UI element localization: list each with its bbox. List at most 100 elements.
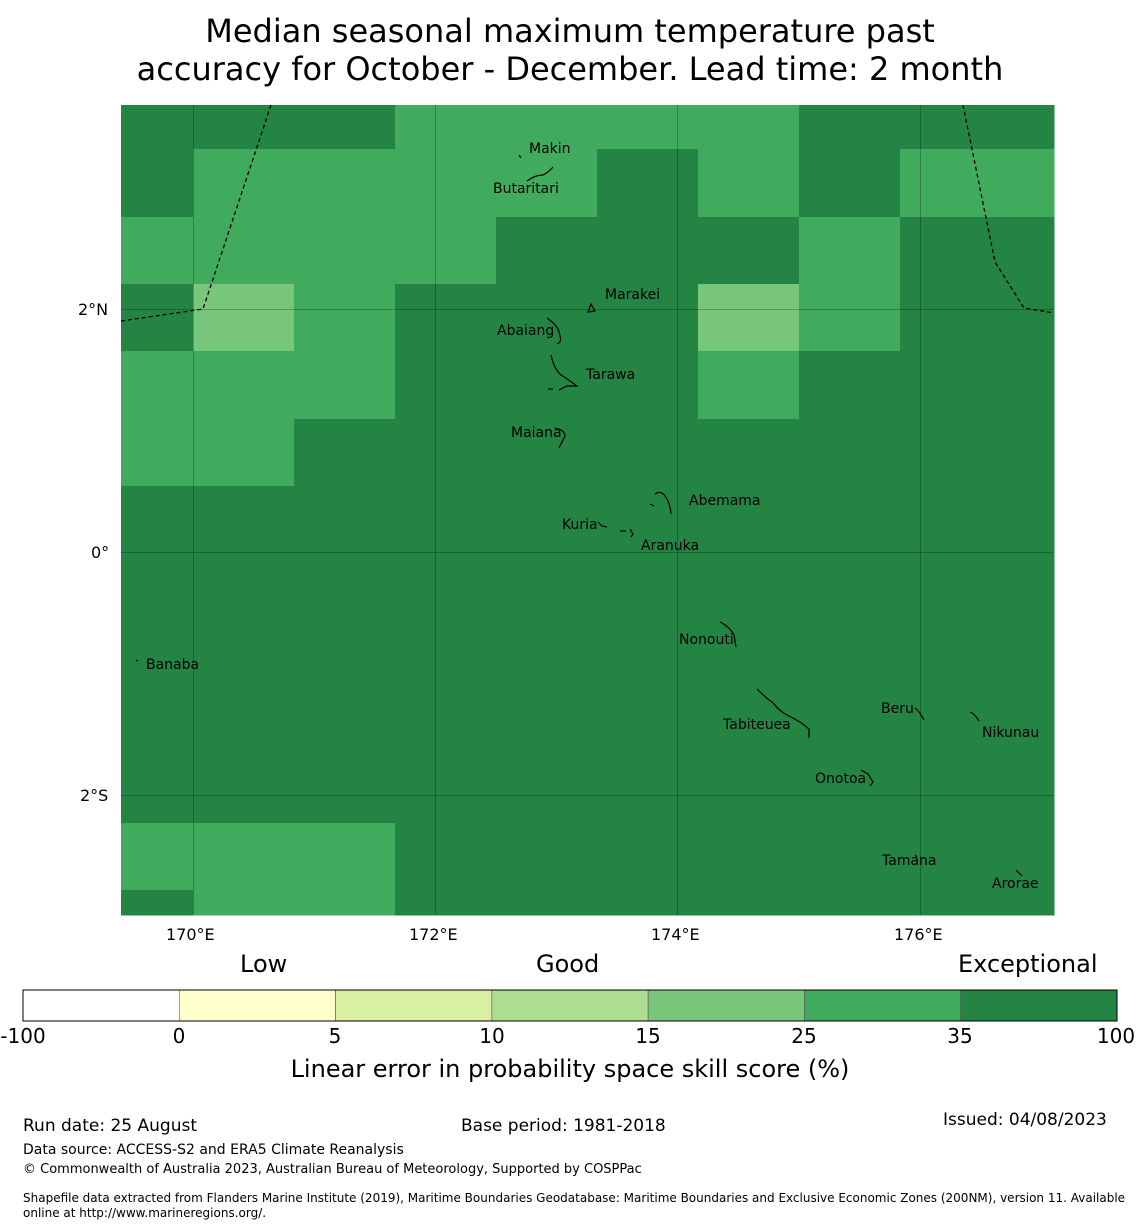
issued-date: Issued: 04/08/2023 bbox=[943, 1110, 1107, 1130]
grid-cell bbox=[193, 756, 295, 824]
grid-cell bbox=[193, 217, 295, 285]
grid-cell bbox=[294, 823, 396, 891]
place-label-arorae: Arorae bbox=[992, 876, 1039, 892]
island-butaritari bbox=[526, 166, 554, 182]
grid-cell bbox=[496, 823, 598, 891]
island-tarawa bbox=[548, 354, 579, 391]
grid-cell bbox=[496, 688, 598, 757]
place-label-onotoa: Onotoa bbox=[815, 771, 867, 787]
grid-cell bbox=[395, 419, 497, 487]
grid-cell bbox=[975, 217, 1055, 285]
grid-cell bbox=[496, 419, 598, 487]
grid-cell bbox=[496, 149, 598, 218]
grid-cell bbox=[597, 217, 699, 285]
grid-cell bbox=[193, 688, 295, 757]
chart-title-line-1: Median seasonal maximum temperature past bbox=[205, 12, 935, 50]
grid-cell bbox=[294, 486, 396, 554]
grid-cell bbox=[294, 149, 396, 218]
grid-cell bbox=[900, 553, 976, 622]
lat-tick-2s: 2°S bbox=[80, 786, 109, 805]
colorbar-segment bbox=[804, 989, 962, 1022]
grid-cell bbox=[799, 553, 901, 622]
grid-cell bbox=[395, 284, 497, 352]
lon-tick-172e: 172°E bbox=[409, 925, 458, 944]
grid-cell bbox=[496, 553, 598, 622]
island-marakei bbox=[587, 302, 596, 313]
grid-cell bbox=[799, 890, 901, 916]
grid-cell bbox=[799, 688, 901, 757]
grid-cell bbox=[597, 486, 699, 554]
grid-cell bbox=[597, 890, 699, 916]
place-label-abaiang: Abaiang bbox=[497, 323, 555, 339]
grid-cell bbox=[395, 149, 497, 218]
grid-cell bbox=[975, 688, 1055, 757]
colorbar bbox=[22, 989, 1118, 1022]
grid-cell bbox=[395, 105, 497, 150]
colorbar-tick-15: 15 bbox=[635, 1024, 661, 1048]
grid-cell bbox=[698, 419, 800, 487]
grid-cell bbox=[496, 284, 598, 352]
grid-cell bbox=[395, 553, 497, 622]
grid-cell bbox=[975, 823, 1055, 891]
run-date: Run date: 25 August bbox=[23, 1116, 197, 1136]
lon-tick-170e: 170°E bbox=[166, 925, 215, 944]
grid-cell bbox=[900, 105, 976, 150]
grid-cell bbox=[597, 823, 699, 891]
grid-cell bbox=[395, 621, 497, 689]
lat-tick-2n: 2°N bbox=[78, 300, 109, 319]
grid-cell bbox=[121, 351, 194, 420]
grid-cell bbox=[294, 351, 396, 420]
grid-cell bbox=[900, 688, 976, 757]
grid-cell bbox=[294, 284, 396, 352]
grid-cell bbox=[496, 621, 598, 689]
colorbar-category-exceptional: Exceptional bbox=[958, 950, 1098, 978]
grid-cell bbox=[496, 351, 598, 420]
grid-cell bbox=[799, 217, 901, 285]
grid-cell bbox=[597, 351, 699, 420]
grid-cell bbox=[294, 217, 396, 285]
grid-cell bbox=[395, 351, 497, 420]
grid-cell bbox=[294, 105, 396, 150]
grid-cell bbox=[193, 621, 295, 689]
place-label-marakei: Marakei bbox=[605, 287, 661, 303]
grid-cell bbox=[121, 486, 194, 554]
grid-cell bbox=[900, 756, 976, 824]
grid-cell bbox=[900, 419, 976, 487]
grid-cell bbox=[121, 105, 194, 150]
grid-cell bbox=[698, 217, 800, 285]
island-nikunau bbox=[969, 711, 980, 722]
place-label-kuria: Kuria bbox=[562, 517, 598, 533]
shapefile-credit-line-1: Shapefile data extracted from Flanders M… bbox=[23, 1191, 1126, 1205]
grid-cell bbox=[698, 621, 800, 689]
grid-cell bbox=[799, 284, 901, 352]
grid-cell bbox=[597, 756, 699, 824]
grid-cell bbox=[900, 486, 976, 554]
grid-cell bbox=[121, 890, 194, 916]
grid-cell bbox=[193, 105, 295, 150]
colorbar-tick-25: 25 bbox=[791, 1024, 817, 1048]
grid-cell bbox=[121, 621, 194, 689]
place-label-banaba: Banaba bbox=[146, 657, 200, 673]
colorbar-segment bbox=[178, 989, 336, 1022]
shapefile-credit-line-2: online at http://www.marineregions.org/. bbox=[23, 1206, 267, 1220]
grid-cell bbox=[294, 688, 396, 757]
colorbar-segment bbox=[647, 989, 805, 1022]
grid-cell bbox=[799, 486, 901, 554]
eez-boundary-west bbox=[120, 104, 272, 322]
colorbar-tick-100: 100 bbox=[1096, 1024, 1136, 1048]
island-onotoa bbox=[860, 769, 874, 787]
grid-cell bbox=[294, 553, 396, 622]
grid-cell bbox=[698, 823, 800, 891]
island-tamana bbox=[914, 854, 918, 858]
grid-cell bbox=[395, 217, 497, 285]
grid-cell bbox=[294, 419, 396, 487]
grid-cell bbox=[496, 890, 598, 916]
place-label-nonouti: Nonouti bbox=[679, 632, 734, 648]
grid-cell bbox=[121, 756, 194, 824]
grid-cell bbox=[799, 149, 901, 218]
grid-cell bbox=[799, 105, 901, 150]
grid-cell bbox=[597, 149, 699, 218]
colorbar-frame bbox=[22, 989, 1118, 1022]
skill-score-grid bbox=[121, 105, 1055, 916]
